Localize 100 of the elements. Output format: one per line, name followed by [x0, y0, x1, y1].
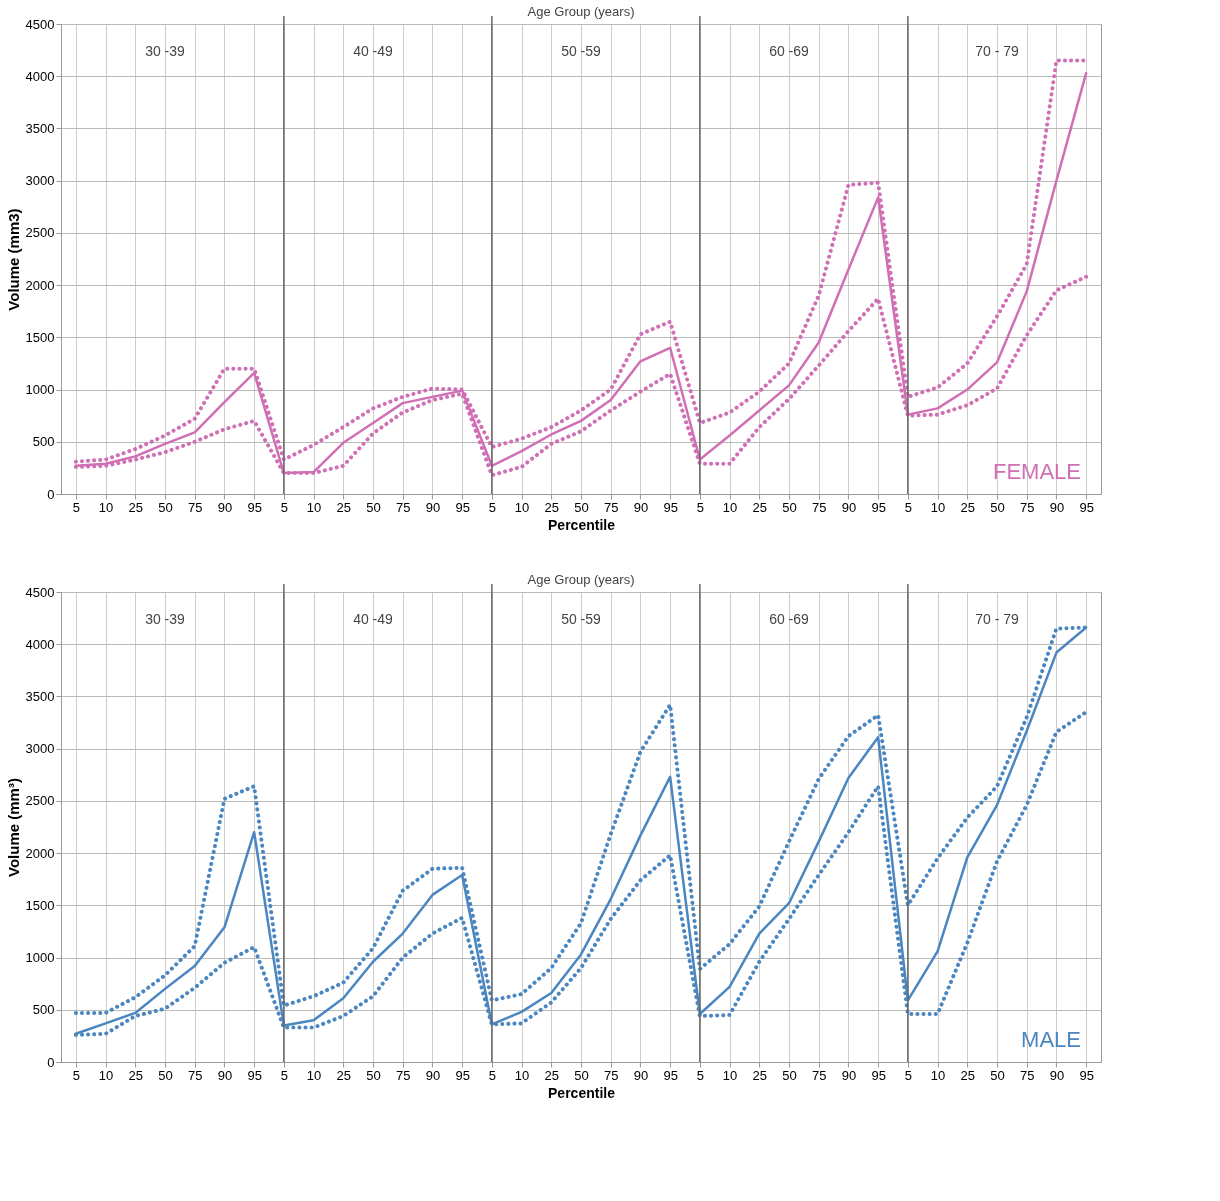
x-tick-label: 25: [544, 1067, 560, 1083]
x-tick-label: 10: [98, 1067, 114, 1083]
x-tick-label: 90: [633, 499, 649, 515]
x-tick-label: 50: [366, 1067, 381, 1083]
x-tick-label: 50: [782, 499, 797, 515]
x-tick-label: 90: [633, 1067, 649, 1083]
x-tick-label: 10: [306, 499, 322, 515]
x-tick-label: 95: [455, 499, 470, 515]
x-tick-label: 50: [366, 499, 381, 515]
x-tick-label: 90: [841, 499, 857, 515]
x-tick-label: 5: [696, 499, 704, 515]
x-tick-label: 5: [280, 499, 288, 515]
y-tick-label: 0: [47, 1054, 55, 1070]
x-tick-label: 10: [514, 499, 530, 515]
x-tick-label: 5: [72, 499, 80, 515]
x-tick-label: 25: [752, 499, 768, 515]
x-tick-label: 75: [395, 1067, 411, 1083]
y-tick-label: 4500: [25, 584, 55, 600]
x-tick-label: 50: [990, 1067, 1005, 1083]
x-tick-label: 25: [128, 499, 144, 515]
x-tick-label: 95: [1079, 499, 1094, 515]
y-tick-label: 2000: [25, 277, 55, 293]
x-tick-label: 75: [603, 1067, 619, 1083]
y-tick-label: 2000: [25, 845, 55, 861]
x-tick-label: 95: [1079, 1067, 1094, 1083]
x-tick-label: 75: [811, 1067, 827, 1083]
x-tick-label: 5: [904, 1067, 912, 1083]
x-tick-label: 50: [574, 1067, 589, 1083]
y-tick-label: 500: [32, 434, 55, 450]
annotation: 30 -39: [145, 611, 186, 627]
x-tick-label: 90: [425, 499, 441, 515]
x-tick-label: 50: [158, 499, 173, 515]
x-tick-label: 75: [187, 1067, 203, 1083]
annotation: 50 -59: [561, 611, 602, 627]
x-tick-label: 75: [1019, 1067, 1035, 1083]
x-tick-label: 5: [696, 1067, 704, 1083]
x-tick-label: 50: [574, 499, 589, 515]
x-tick-label: 5: [904, 499, 912, 515]
x-tick-label: 5: [72, 1067, 80, 1083]
x-tick-label: 5: [280, 1067, 288, 1083]
x-tick-label: 10: [514, 1067, 530, 1083]
x-tick-label: 10: [930, 1067, 946, 1083]
x-tick-label: 25: [544, 499, 560, 515]
annotation: 30 -39: [145, 43, 186, 59]
y-axis-title: Volume (mm³): [4, 778, 22, 877]
annotation: FEMALE: [992, 459, 1081, 484]
y-tick-label: 4000: [25, 68, 55, 84]
x-tick-label: 75: [1019, 499, 1035, 515]
x-tick-label: 90: [217, 499, 233, 515]
text: Age Group (years): [527, 4, 635, 19]
x-tick-label: 10: [722, 499, 738, 515]
x-tick-label: 90: [1049, 1067, 1065, 1083]
x-tick-label: 90: [425, 1067, 441, 1083]
x-tick-label: 90: [217, 1067, 233, 1083]
x-tick-label: 95: [871, 499, 886, 515]
x-tick-label: 95: [871, 1067, 886, 1083]
y-tick-label: 3500: [25, 688, 55, 704]
x-tick-label: 25: [128, 1067, 144, 1083]
x-tick-label: 75: [811, 499, 827, 515]
y-tick-label: 3000: [25, 173, 55, 189]
x-tick-label: 95: [455, 1067, 470, 1083]
x-tick-label: 50: [158, 1067, 173, 1083]
x-tick-label: 95: [663, 1067, 678, 1083]
x-axis-title: Percentile: [548, 516, 616, 533]
x-tick-label: 5: [488, 1067, 496, 1083]
annotation: 50 -59: [561, 43, 602, 59]
x-tick-label: 90: [1049, 499, 1065, 515]
x-axis-title: Percentile: [548, 1084, 616, 1101]
annotation: 40 -49: [353, 43, 394, 59]
y-tick-label: 2500: [25, 225, 55, 241]
text: Age Group (years): [527, 572, 635, 587]
x-tick-label: 50: [990, 499, 1005, 515]
y-tick-label: 3000: [25, 741, 55, 757]
x-tick-label: 90: [841, 1067, 857, 1083]
annotation: MALE: [1021, 1027, 1081, 1052]
x-tick-label: 25: [752, 1067, 768, 1083]
annotation: 70 - 79: [975, 43, 1019, 59]
x-tick-label: 95: [247, 1067, 262, 1083]
y-tick-label: 4500: [25, 16, 55, 32]
x-tick-label: 25: [336, 1067, 352, 1083]
annotation: 70 - 79: [975, 611, 1019, 627]
y-tick-label: 1000: [25, 382, 55, 398]
y-tick-label: 3500: [25, 120, 55, 136]
x-tick-label: 5: [488, 499, 496, 515]
y-tick-label: 2500: [25, 793, 55, 809]
y-axis-title: Volume (mm3): [4, 208, 22, 311]
annotation: 60 -69: [769, 43, 810, 59]
x-tick-label: 95: [663, 499, 678, 515]
annotation: 60 -69: [769, 611, 810, 627]
x-tick-label: 25: [336, 499, 352, 515]
x-tick-label: 75: [603, 499, 619, 515]
x-tick-label: 95: [247, 499, 262, 515]
x-tick-label: 10: [98, 499, 114, 515]
x-tick-label: 10: [722, 1067, 738, 1083]
x-tick-label: 10: [930, 499, 946, 515]
y-tick-label: 1500: [25, 329, 55, 345]
x-tick-label: 10: [306, 1067, 322, 1083]
y-tick-label: 1500: [25, 897, 55, 913]
y-tick-label: 4000: [25, 636, 55, 652]
x-tick-label: 75: [187, 499, 203, 515]
